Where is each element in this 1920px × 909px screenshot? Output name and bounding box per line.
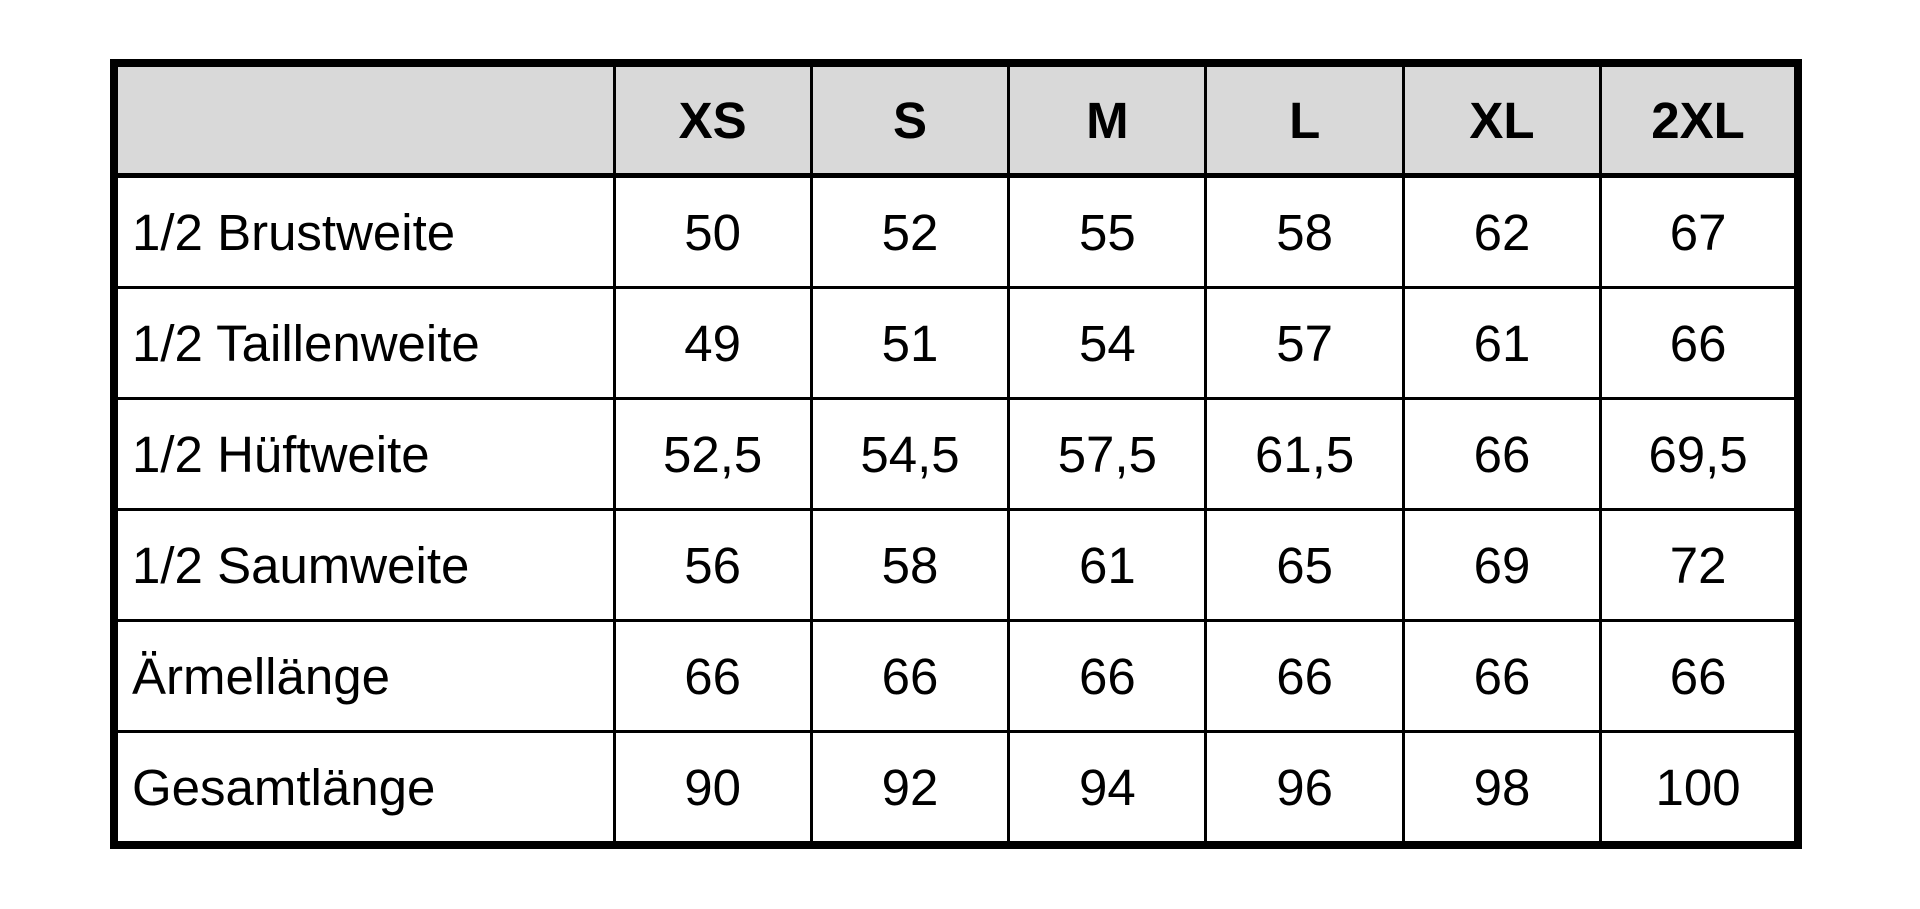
- row-label: Ärmellänge: [112, 619, 616, 733]
- measurement-cell: 55: [1007, 174, 1208, 289]
- measurement-cell: 52,5: [612, 397, 813, 511]
- measurement-cell: 52: [809, 174, 1011, 289]
- measurement-cell: 100: [1599, 730, 1800, 847]
- measurement-cell: 66: [612, 619, 813, 733]
- measurement-cell: 66: [1007, 619, 1208, 733]
- measurement-cell: 50: [612, 174, 813, 289]
- header-cell-l: L: [1204, 61, 1405, 178]
- measurement-cell: 92: [809, 730, 1011, 847]
- row-label: 1/2 Taillenweite: [112, 286, 616, 400]
- size-chart-table: XS S M L XL 2XL 1/2 Brustweite 50 52 55 58 62…: [110, 59, 1802, 849]
- table-row: 1/2 Brustweite 50 52 55 58 62 67: [112, 174, 1800, 289]
- table-row: Gesamtlänge 90 92 94 96 98 100: [112, 730, 1800, 847]
- row-label: 1/2 Saumweite: [112, 508, 616, 622]
- measurement-cell: 69,5: [1599, 397, 1800, 511]
- measurement-cell: 66: [1599, 286, 1800, 400]
- header-cell-empty: [112, 61, 616, 178]
- header-row: XS S M L XL 2XL: [112, 61, 1800, 178]
- measurement-cell: 57,5: [1007, 397, 1208, 511]
- measurement-cell: 66: [809, 619, 1011, 733]
- measurement-cell: 69: [1401, 508, 1603, 622]
- measurement-cell: 54,5: [809, 397, 1011, 511]
- measurement-cell: 96: [1204, 730, 1405, 847]
- measurement-cell: 61: [1401, 286, 1603, 400]
- row-label: Gesamtlänge: [112, 730, 616, 847]
- table-row: Ärmellänge 66 66 66 66 66 66: [112, 619, 1800, 733]
- measurement-cell: 61,5: [1204, 397, 1405, 511]
- measurement-cell: 61: [1007, 508, 1208, 622]
- measurement-cell: 66: [1401, 397, 1603, 511]
- measurement-cell: 58: [809, 508, 1011, 622]
- measurement-cell: 66: [1204, 619, 1405, 733]
- table-row: 1/2 Taillenweite 49 51 54 57 61 66: [112, 286, 1800, 400]
- measurement-cell: 98: [1401, 730, 1603, 847]
- measurement-cell: 57: [1204, 286, 1405, 400]
- measurement-cell: 62: [1401, 174, 1603, 289]
- measurement-cell: 67: [1599, 174, 1800, 289]
- table-row: 1/2 Saumweite 56 58 61 65 69 72: [112, 508, 1800, 622]
- measurement-cell: 66: [1401, 619, 1603, 733]
- row-label: 1/2 Hüftweite: [112, 397, 616, 511]
- header-cell-m: M: [1007, 61, 1208, 178]
- header-cell-s: S: [809, 61, 1011, 178]
- measurement-cell: 56: [612, 508, 813, 622]
- measurement-cell: 72: [1599, 508, 1800, 622]
- measurement-cell: 54: [1007, 286, 1208, 400]
- header-cell-xs: XS: [612, 61, 813, 178]
- table-row: 1/2 Hüftweite 52,5 54,5 57,5 61,5 66 69,5: [112, 397, 1800, 511]
- measurement-cell: 94: [1007, 730, 1208, 847]
- row-label: 1/2 Brustweite: [112, 174, 616, 289]
- measurement-cell: 51: [809, 286, 1011, 400]
- measurement-cell: 90: [612, 730, 813, 847]
- measurement-cell: 65: [1204, 508, 1405, 622]
- measurement-cell: 66: [1599, 619, 1800, 733]
- measurement-cell: 49: [612, 286, 813, 400]
- header-cell-xl: XL: [1401, 61, 1603, 178]
- header-cell-2xl: 2XL: [1599, 61, 1800, 178]
- measurement-cell: 58: [1204, 174, 1405, 289]
